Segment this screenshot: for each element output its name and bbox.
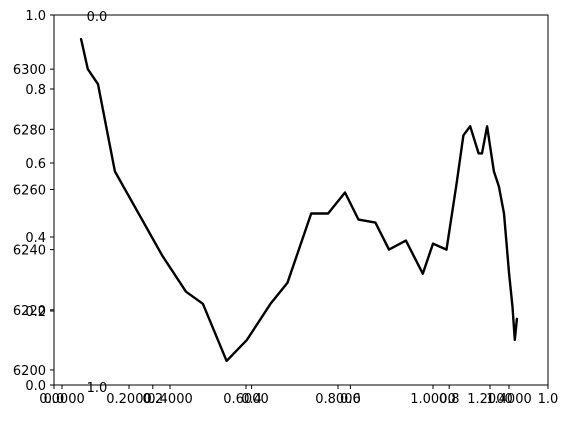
- x-tick-label: 0.0000: [39, 392, 85, 407]
- x-tick-label: 0.6000: [223, 392, 269, 407]
- data-point: [486, 125, 488, 127]
- data-point: [344, 191, 346, 194]
- data-point: [498, 185, 500, 188]
- data-point: [357, 218, 360, 221]
- y-tick-label: 6200: [13, 364, 46, 379]
- data-point: [508, 273, 510, 275]
- data-point: [374, 221, 377, 224]
- y-tick-label: 6240: [13, 244, 46, 259]
- data-point: [511, 306, 514, 308]
- data-point: [388, 249, 390, 251]
- x-tick-label: 1.2000: [467, 392, 513, 407]
- x-tick-label: 1.4000: [486, 392, 532, 407]
- x-tick-label: 0.4000: [147, 392, 193, 407]
- x-tick-label: 0.2000: [106, 392, 152, 407]
- data-point: [87, 68, 89, 70]
- data-point: [514, 339, 516, 341]
- data-point: [97, 83, 99, 85]
- stray-axis-label: 0.0: [87, 10, 108, 25]
- y-tick-label: 0.8: [25, 83, 46, 98]
- data-point: [478, 152, 480, 154]
- plot-area: [53, 14, 549, 386]
- x-tick-label: 0.4: [241, 392, 262, 407]
- data-point: [269, 303, 272, 305]
- stray-label-layer: 0.0 1.0: [87, 10, 108, 396]
- y-tick-label: 6260: [13, 183, 46, 198]
- data-point: [422, 273, 424, 275]
- data-point: [137, 212, 140, 215]
- data-point: [80, 38, 82, 40]
- x-tick-label: 1.0: [538, 392, 559, 407]
- data-point: [432, 243, 434, 245]
- stray-axis-label: 1.0: [87, 381, 108, 396]
- data-point: [445, 249, 448, 251]
- data-point: [516, 318, 518, 320]
- data-point: [286, 282, 289, 284]
- series-layer: [79, 37, 519, 363]
- data-point: [493, 170, 495, 173]
- data-point: [225, 360, 228, 362]
- data-point: [246, 339, 248, 341]
- y-tick-label: 0.4: [25, 231, 46, 246]
- x-tick-label: 0.0: [44, 392, 65, 407]
- x-tick-label: 1.0000: [410, 392, 456, 407]
- y-tick-label: 0.6: [25, 157, 46, 172]
- y-tick-label: 1.0: [25, 9, 46, 24]
- data-point: [114, 170, 116, 173]
- data-point: [456, 182, 458, 185]
- y-tick-label: 6280: [13, 123, 46, 138]
- data-point: [405, 240, 407, 242]
- x-tick-label: 0.8000: [315, 392, 361, 407]
- y-ticks: 6200 6220 6240 6260 6280 6300 0.0 0.2 0.4 0.6 0.8 1…: [13, 9, 54, 394]
- x-tick-label: 0.6: [340, 392, 361, 407]
- y-tick-label: 0.0: [25, 379, 46, 394]
- data-point: [202, 303, 204, 305]
- data-point: [310, 212, 312, 215]
- data-point: [462, 134, 465, 136]
- y-tick-label: 6300: [13, 63, 46, 78]
- y-tick-label: 0.2: [25, 305, 46, 320]
- y-tick-label: 6220: [13, 304, 46, 319]
- data-point: [469, 125, 471, 127]
- data-point: [481, 152, 483, 154]
- x-tick-label: 0.8: [439, 392, 460, 407]
- data-point: [161, 255, 163, 257]
- data-point: [327, 212, 329, 215]
- data-point: [185, 291, 187, 293]
- x-tick-label: 0.2: [142, 392, 163, 407]
- data-point: [503, 212, 505, 215]
